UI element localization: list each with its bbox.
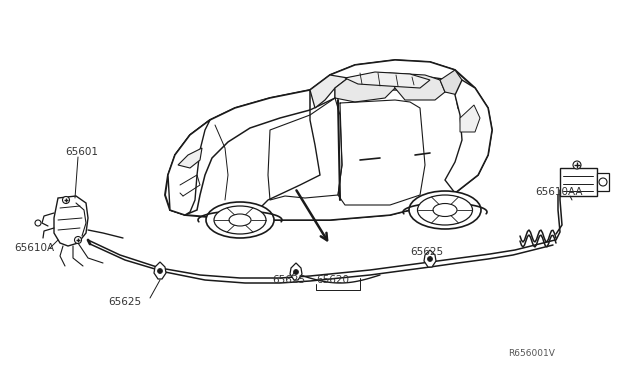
- Ellipse shape: [433, 203, 457, 217]
- Circle shape: [573, 161, 581, 169]
- Text: 65625: 65625: [108, 297, 141, 307]
- Polygon shape: [330, 60, 455, 88]
- Polygon shape: [335, 73, 395, 102]
- Circle shape: [294, 269, 298, 275]
- Text: 65601: 65601: [65, 147, 98, 157]
- Circle shape: [428, 257, 433, 262]
- Polygon shape: [54, 196, 88, 246]
- Polygon shape: [170, 90, 310, 215]
- Text: 65610AA: 65610AA: [535, 187, 582, 197]
- Circle shape: [63, 196, 70, 203]
- Text: 65610A: 65610A: [14, 243, 54, 253]
- Polygon shape: [440, 70, 462, 95]
- Polygon shape: [460, 105, 480, 132]
- Circle shape: [157, 269, 163, 273]
- Ellipse shape: [417, 195, 472, 225]
- Polygon shape: [597, 173, 609, 191]
- Circle shape: [599, 178, 607, 186]
- Polygon shape: [165, 60, 492, 220]
- Polygon shape: [154, 262, 166, 279]
- Polygon shape: [250, 88, 475, 220]
- Text: 65625: 65625: [272, 275, 305, 285]
- Polygon shape: [345, 72, 430, 88]
- Polygon shape: [390, 73, 445, 100]
- Polygon shape: [445, 80, 492, 193]
- Polygon shape: [178, 148, 202, 168]
- Polygon shape: [560, 168, 597, 196]
- Circle shape: [74, 237, 81, 244]
- Polygon shape: [424, 250, 436, 267]
- Polygon shape: [168, 120, 210, 215]
- Text: 65625: 65625: [410, 247, 443, 257]
- Text: 65620: 65620: [316, 275, 349, 285]
- Text: R656001V: R656001V: [508, 350, 555, 359]
- Polygon shape: [290, 263, 302, 280]
- Ellipse shape: [409, 191, 481, 229]
- Circle shape: [35, 220, 41, 226]
- Ellipse shape: [206, 202, 274, 238]
- Polygon shape: [310, 75, 348, 108]
- Ellipse shape: [229, 214, 251, 226]
- Ellipse shape: [214, 206, 266, 234]
